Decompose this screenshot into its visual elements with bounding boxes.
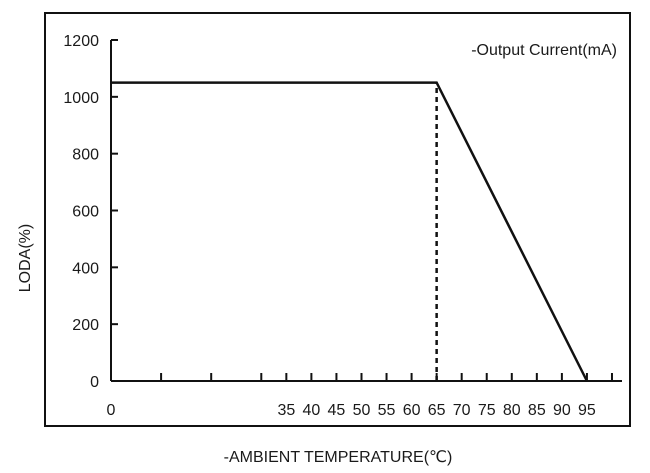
series-layer <box>111 81 589 382</box>
x-tick-label: 40 <box>302 402 320 419</box>
x-tick-label: 65 <box>428 402 446 419</box>
y-tick-label: 400 <box>72 260 99 277</box>
y-tick-label: 1000 <box>63 90 99 107</box>
x-tick-label: 45 <box>328 402 346 419</box>
y-axis-title: LODA(%) <box>17 224 34 292</box>
axes <box>110 40 622 382</box>
chart-frame <box>44 12 631 427</box>
x-tick-label: 55 <box>378 402 396 419</box>
x-tick-label: 80 <box>503 402 521 419</box>
x-tick-label: 85 <box>528 402 546 419</box>
legend-label: -Output Current(mA) <box>471 42 617 59</box>
y-tick-label: 1200 <box>63 33 99 50</box>
y-tick-label: 0 <box>90 374 99 391</box>
x-axis-ticks: 0 35 40 45 50 55 60 65 70 75 80 85 90 95 <box>107 373 613 419</box>
x-tick-label: 50 <box>353 402 371 419</box>
x-tick-label: 70 <box>453 402 471 419</box>
series-line-output-current <box>111 81 589 382</box>
x-tick-label: 0 <box>107 402 116 419</box>
x-tick-label: 35 <box>277 402 295 419</box>
x-tick-label: 95 <box>578 402 596 419</box>
x-tick-label: 60 <box>403 402 421 419</box>
y-tick-label: 600 <box>72 204 99 221</box>
y-tick-label: 800 <box>72 147 99 164</box>
x-axis-title: -AMBIENT TEMPERATURE(℃) <box>224 449 453 466</box>
x-tick-label: 90 <box>553 402 571 419</box>
x-tick-label: 75 <box>478 402 496 419</box>
y-axis-ticks: 0 200 400 600 800 1000 1200 <box>63 33 118 391</box>
y-tick-label: 200 <box>72 317 99 334</box>
